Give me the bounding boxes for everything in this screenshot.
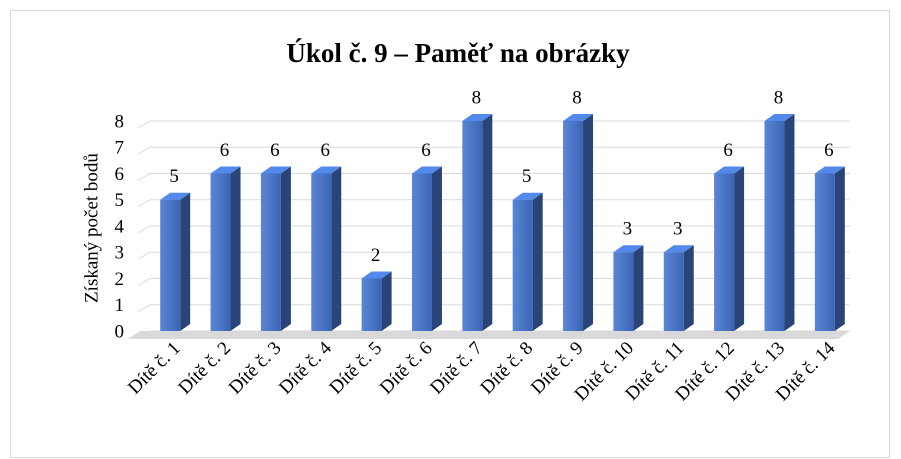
data-label: 2 [371,245,381,266]
bar [160,199,181,331]
x-tick-label: Dítě č. 5 [325,338,386,399]
bar-top [663,245,694,253]
bar-top [764,114,795,121]
bar-side [280,166,291,331]
y-tick-label: 5 [115,190,125,211]
grid-line [137,120,850,129]
x-tick-label: Dítě č. 7 [426,338,487,399]
bar-side [633,245,644,331]
data-label: 3 [673,219,683,240]
bar [512,199,533,331]
bar-side [331,166,342,331]
bar-side [734,166,745,331]
bar-top [462,114,493,121]
data-label: 6 [824,140,834,161]
y-tick-label: 4 [115,216,125,237]
bar-side [834,166,845,331]
chart-title: Úkol č. 9 – Paměť na obrázky [286,38,630,68]
bar-side [431,166,442,331]
bar-side [784,114,795,331]
bar [411,173,432,331]
x-tick-label: Dítě č. 2 [174,338,235,399]
bar [311,173,332,331]
bar [613,252,634,331]
data-label: 5 [522,166,532,187]
bar-top [210,166,241,174]
data-label: 6 [270,140,280,161]
bar [663,252,684,331]
grid-line [137,199,850,208]
x-tick-label: Dítě č. 8 [477,338,538,399]
bar-top [160,192,191,200]
bar-side [180,192,191,331]
bar [361,278,382,331]
data-label: 8 [472,87,482,108]
y-tick-label: 3 [115,243,125,264]
data-label: 6 [723,140,733,161]
bar-top [512,192,543,200]
bar-top [814,166,845,174]
grid-line [137,146,850,155]
data-label: 8 [572,87,582,108]
bar [260,173,281,331]
bar [563,121,584,331]
y-axis-label: Získaný počet bodů [81,153,102,303]
y-tick-label: 0 [115,321,125,342]
data-label: 5 [169,166,179,187]
bar [814,173,835,331]
grid-line [137,173,850,181]
bar-side [683,245,694,331]
bar-side [482,114,493,331]
data-label: 6 [220,140,230,161]
y-tick-label: 2 [115,269,125,290]
chart-border [10,10,890,458]
data-label: 8 [774,87,784,108]
bar-side [583,114,594,331]
data-label: 6 [321,140,331,161]
bar [210,173,231,331]
y-tick-label: 8 [115,111,125,132]
x-tick-label: Dítě č. 6 [376,338,437,399]
bar [714,173,735,331]
x-tick-label: Dítě č. 4 [275,337,336,398]
data-label: 6 [421,140,431,161]
bar [764,121,785,331]
grid-line [137,225,850,234]
bar-top [411,166,442,174]
bar-side [532,192,543,331]
bar-side [230,166,241,331]
data-label: 3 [623,219,633,240]
bar-top [260,166,291,174]
bar-top [361,271,392,279]
bar-top [311,166,342,174]
x-tick-label: Dítě č. 3 [225,338,286,399]
x-tick-label: Dítě č. 1 [124,338,185,399]
bar-top [613,245,644,253]
bar-top [563,114,594,121]
floor [128,331,850,339]
y-tick-label: 7 [115,138,125,159]
y-tick-label: 6 [115,164,125,185]
y-tick-label: 1 [115,295,125,316]
bar-top [714,166,745,174]
bar-side [381,271,392,331]
bar [462,121,483,331]
